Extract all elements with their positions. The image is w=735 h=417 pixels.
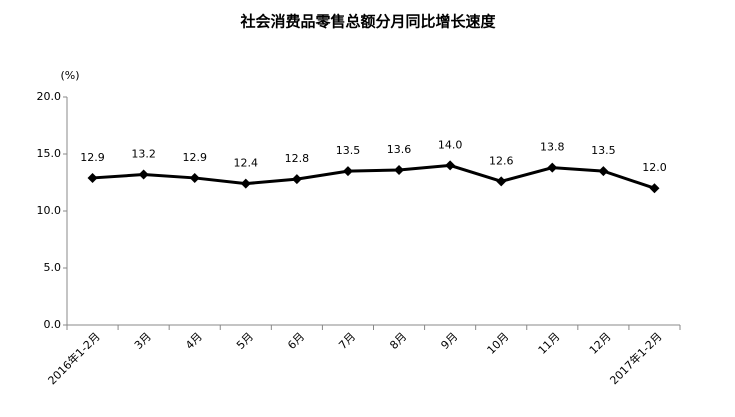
data-label: 12.6 [489, 154, 514, 167]
y-axis-label: (%) [60, 69, 79, 82]
y-tick-label: 0.0 [44, 318, 62, 331]
x-tick-label: 5月 [234, 330, 256, 352]
marker [649, 183, 660, 194]
x-tick-label: 2016年1-2月 [45, 329, 103, 387]
x-tick-label: 3月 [132, 330, 154, 352]
marker [240, 178, 251, 189]
data-label: 13.5 [591, 144, 616, 157]
data-label: 13.8 [540, 141, 565, 154]
chart-title: 社会消费品零售总额分月同比增长速度 [239, 13, 496, 31]
data-label: 12.8 [285, 152, 310, 165]
marker [138, 169, 149, 180]
data-label: 13.5 [336, 144, 361, 157]
x-tick-label: 10月 [485, 330, 512, 357]
marker [189, 172, 200, 183]
data-label: 13.2 [131, 148, 156, 161]
data-label: 13.6 [387, 143, 412, 156]
x-tick-label: 8月 [387, 330, 409, 352]
y-tick-label: 5.0 [44, 261, 62, 274]
data-label: 12.9 [182, 151, 207, 164]
x-tick-label: 12月 [587, 330, 614, 357]
data-label: 12.0 [642, 161, 667, 174]
x-tick-label: 2017年1-2月 [607, 329, 665, 387]
marker [342, 166, 353, 177]
marker [291, 174, 302, 185]
y-tick-label: 10.0 [37, 204, 62, 217]
data-line [92, 163, 655, 190]
data-label: 12.4 [234, 157, 259, 170]
y-tick-label: 15.0 [37, 147, 62, 160]
x-tick-label: 11月 [536, 330, 563, 357]
marker [547, 162, 558, 173]
marker [87, 172, 98, 183]
data-label: 12.9 [80, 151, 105, 164]
x-tick-label: 6月 [285, 330, 307, 352]
x-tick-label: 4月 [183, 330, 205, 352]
marker [598, 166, 609, 177]
marker [394, 164, 405, 175]
data-label: 14.0 [438, 138, 463, 151]
y-tick-label: 20.0 [37, 90, 62, 103]
marker [445, 160, 456, 171]
x-tick-label: 7月 [336, 330, 358, 352]
x-tick-label: 9月 [438, 330, 460, 352]
marker [496, 176, 507, 187]
